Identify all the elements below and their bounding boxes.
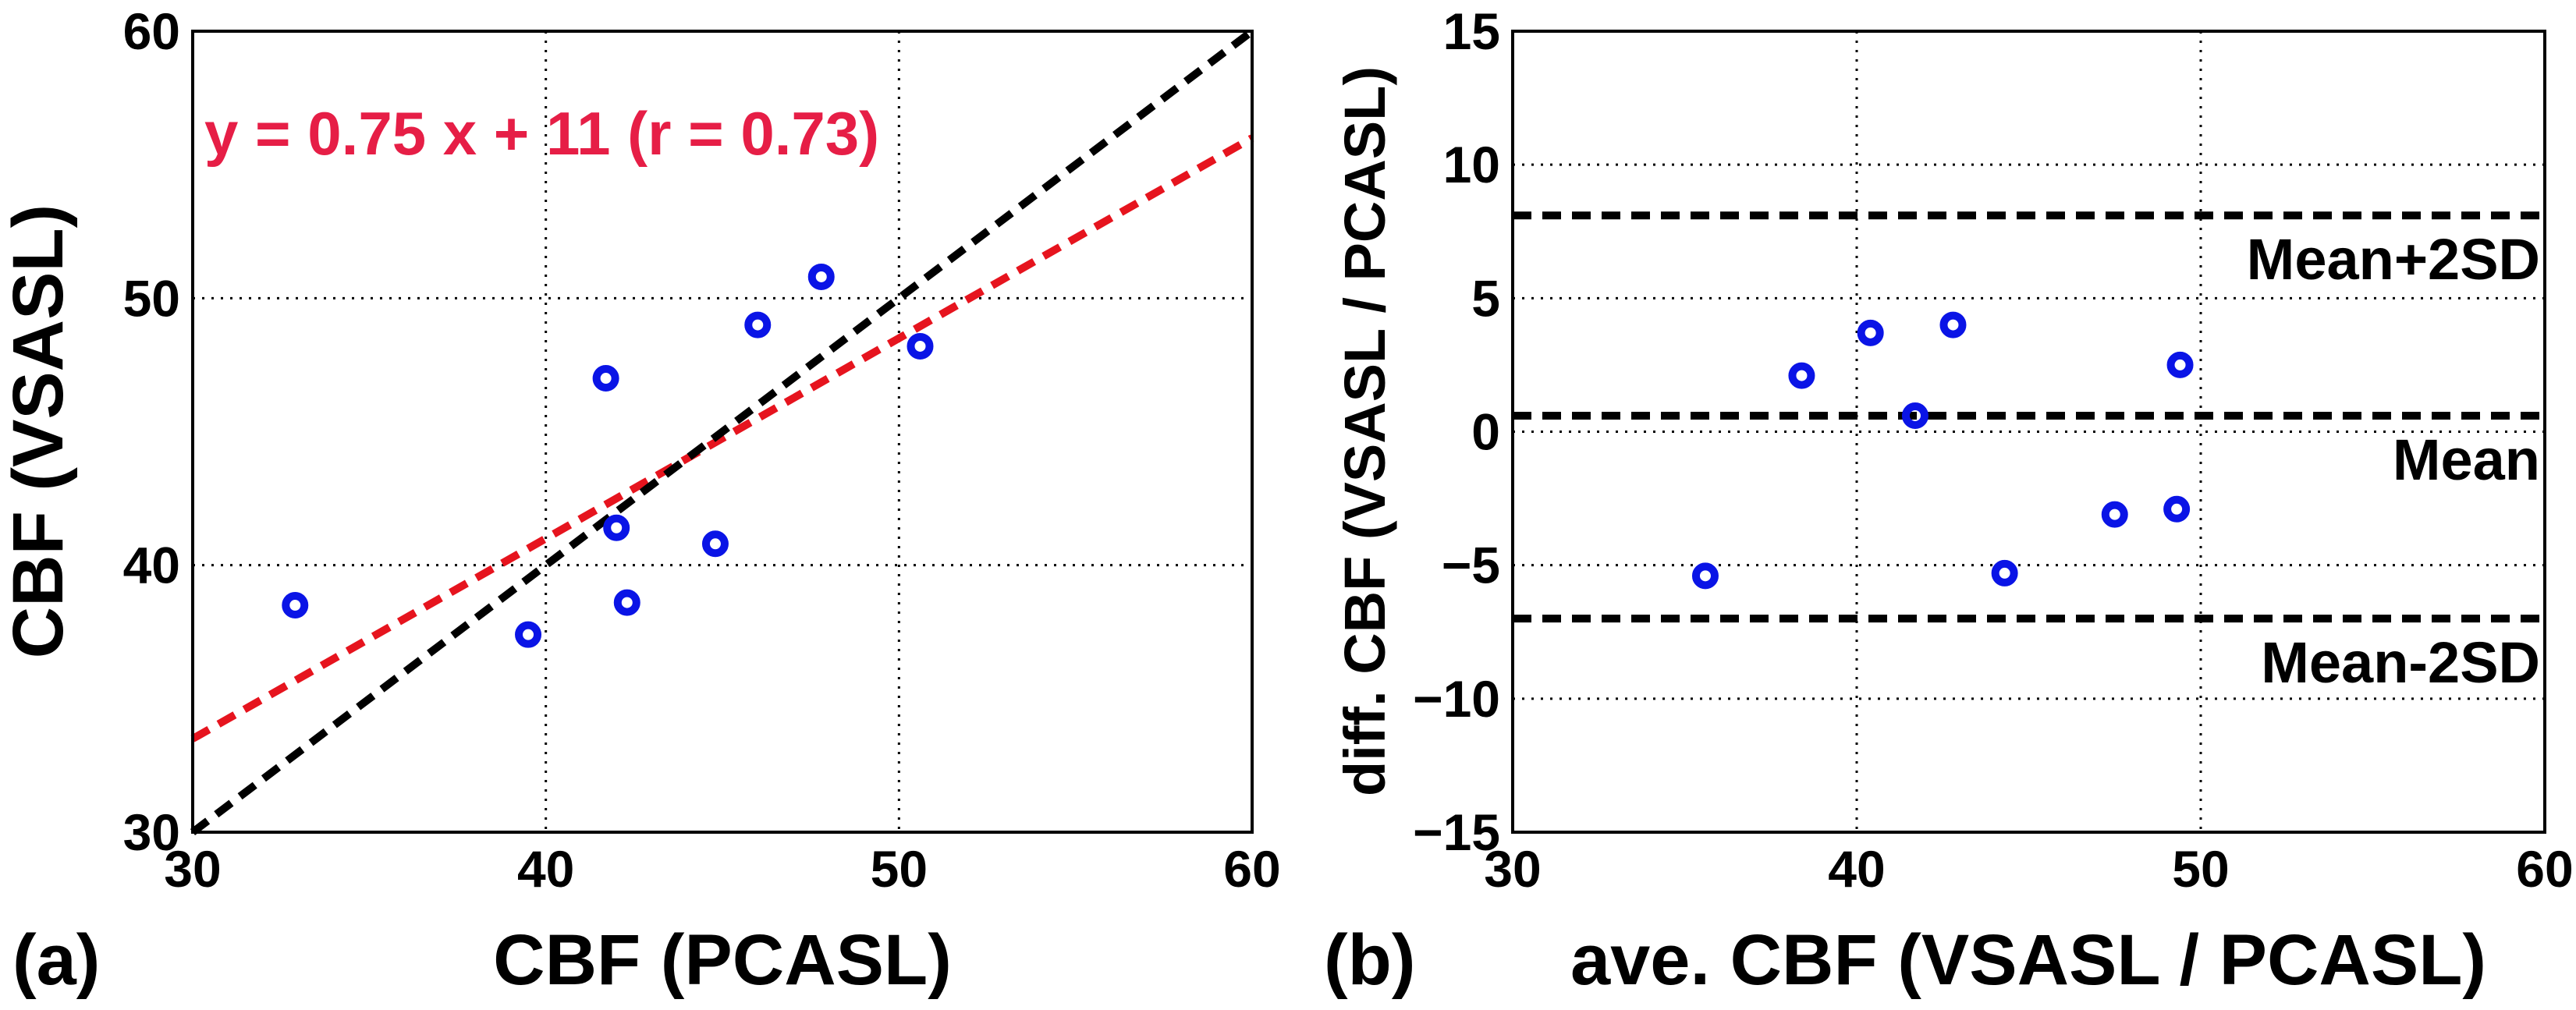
panel-b: Mean+2SD Mean Mean-2SD 30 40 50 60 −15 −10 −5 0 5 1… bbox=[1324, 2, 2574, 1000]
hline-label-mean-2sd: Mean-2SD bbox=[2261, 630, 2540, 695]
b-y-tick-label: 5 bbox=[1471, 269, 1500, 327]
a-data-point-1 bbox=[282, 592, 309, 619]
b-y-tick-label: 10 bbox=[1443, 136, 1500, 193]
hline-label-mean-2sd: Mean+2SD bbox=[2247, 227, 2540, 292]
hline-label-mean: Mean bbox=[2393, 427, 2540, 492]
b-y-tick-label: 0 bbox=[1471, 403, 1500, 461]
a-data-point-8 bbox=[807, 263, 835, 290]
b-x-tick-label: 50 bbox=[2172, 840, 2229, 898]
b-panel-label: (b) bbox=[1324, 920, 1415, 1000]
b-data-point-2 bbox=[1788, 362, 1815, 389]
a-x-tick-label: 30 bbox=[164, 840, 221, 898]
b-points bbox=[1691, 311, 2194, 590]
b-y-tick-label: 15 bbox=[1443, 2, 1500, 60]
b-gridlines bbox=[1513, 31, 2545, 832]
a-plot-frame bbox=[191, 30, 1254, 834]
b-y-tick-label: −5 bbox=[1442, 537, 1500, 594]
b-x-axis-label: ave. CBF (VSASL / PCASL) bbox=[1570, 920, 2486, 1000]
identity-line bbox=[190, 28, 1255, 835]
a-y-axis-label: CBF (VSASL) bbox=[0, 204, 78, 659]
b-data-point-9 bbox=[2166, 351, 2194, 378]
a-annotation: y = 0.75 x + 11 (r = 0.73) bbox=[204, 99, 879, 168]
a-data-point-2 bbox=[515, 621, 542, 648]
a-y-tick-label: 60 bbox=[123, 2, 180, 60]
a-data-point-3 bbox=[592, 365, 619, 392]
a-x-tick-label: 50 bbox=[871, 840, 928, 898]
a-y-tick-label: 40 bbox=[123, 537, 180, 594]
a-data-point-7 bbox=[744, 311, 772, 338]
a-tick-labels: 30 40 50 60 30 40 50 60 bbox=[123, 2, 1281, 898]
b-y-tick-label: −10 bbox=[1413, 670, 1500, 728]
b-x-tick-label: 60 bbox=[2516, 840, 2573, 898]
a-data-point-9 bbox=[907, 332, 934, 360]
b-data-point-6 bbox=[1991, 559, 2018, 587]
a-y-tick-label: 50 bbox=[123, 269, 180, 327]
a-data-point-4 bbox=[603, 514, 630, 541]
a-panel-label: (a) bbox=[12, 920, 100, 1000]
a-data-point-6 bbox=[701, 530, 729, 558]
b-data-point-5 bbox=[1939, 311, 1967, 338]
b-tick-labels: 30 40 50 60 −15 −10 −5 0 5 10 15 bbox=[1413, 2, 2574, 898]
a-x-axis-label: CBF (PCASL) bbox=[493, 920, 952, 1000]
b-y-axis-label: diff. CBF (VSASL / PCASL) bbox=[1332, 66, 1397, 796]
a-x-tick-label: 60 bbox=[1223, 840, 1280, 898]
b-x-tick-label: 40 bbox=[1828, 840, 1885, 898]
b-data-point-4 bbox=[1901, 402, 1928, 429]
b-data-point-1 bbox=[1691, 562, 1719, 590]
b-data-point-8 bbox=[2163, 495, 2191, 523]
b-y-tick-label: −15 bbox=[1413, 803, 1500, 861]
a-points bbox=[282, 263, 934, 648]
a-x-tick-label: 40 bbox=[517, 840, 574, 898]
b-plot-frame bbox=[1511, 30, 2546, 834]
b-x-tick-label: 30 bbox=[1484, 840, 1541, 898]
a-lines bbox=[190, 28, 1255, 835]
a-y-tick-label: 30 bbox=[123, 803, 180, 861]
a-data-point-5 bbox=[613, 589, 640, 616]
panel-a: 30 40 50 60 30 40 50 60 y = 0.75 x + 11 (r = 0.… bbox=[0, 2, 1281, 1000]
b-lines: Mean+2SD Mean Mean-2SD bbox=[1513, 211, 2545, 695]
b-data-point-3 bbox=[1857, 319, 1884, 346]
b-data-point-7 bbox=[2101, 501, 2128, 528]
regression-line bbox=[190, 134, 1254, 742]
